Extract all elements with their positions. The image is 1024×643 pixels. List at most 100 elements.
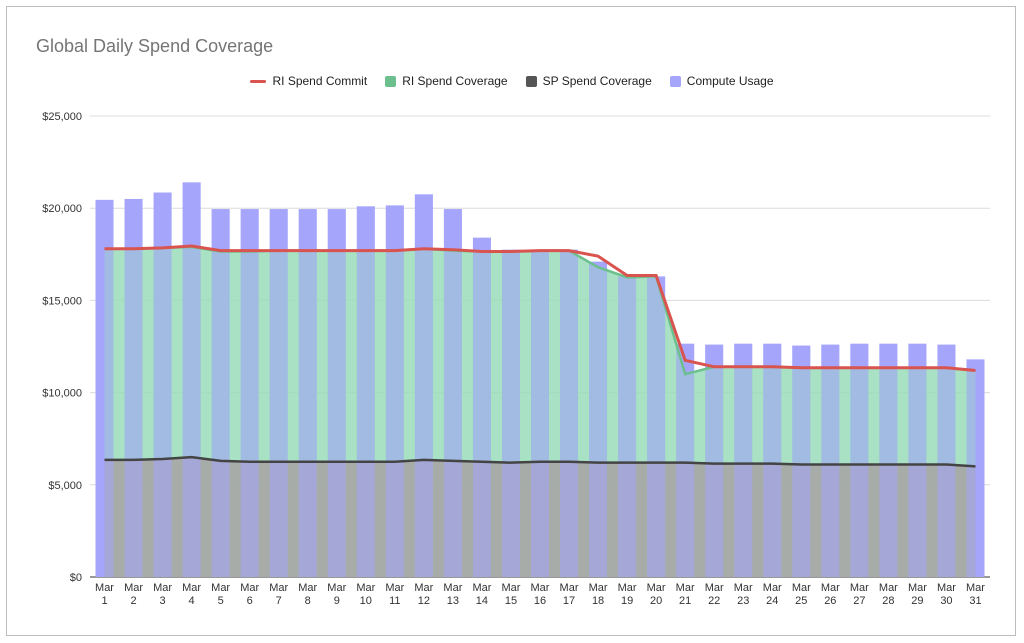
legend-label-ri-spend-coverage: RI Spend Coverage [402,74,508,88]
line-sp-spend-coverage [104,455,976,468]
x-tick-label: Mar [763,582,782,594]
x-tick-label: Mar [356,582,375,594]
x-tick-label: 1 [101,595,107,607]
x-tick-label: Mar [501,582,520,594]
bar-compute-usage-overlay [269,209,288,577]
x-tick-label: 24 [766,595,778,607]
x-tick-label: Mar [676,582,695,594]
bar-compute-usage-overlay [472,237,491,578]
x-tick-label: 29 [911,595,923,607]
x-tick-label: 4 [189,595,195,607]
x-tick-label: Mar [705,582,724,594]
x-tick-label: 16 [534,595,546,607]
x-tick-label: Mar [298,582,317,594]
x-tick-label: 30 [940,595,952,607]
x-tick-label: Mar [647,582,666,594]
y-tick-label: $10,000 [42,388,82,400]
bar-compute-usage-overlay [821,344,840,577]
y-tick-label: $0 [70,572,82,584]
x-tick-label: Mar [414,582,433,594]
bar-compute-usage-overlay [443,209,462,577]
chart-legend: RI Spend Commit RI Spend Coverage SP Spe… [0,74,1024,88]
x-tick-label: 2 [130,595,136,607]
legend-label-ri-spend-commit: RI Spend Commit [272,74,368,88]
legend-item-sp-spend-coverage[interactable]: SP Spend Coverage [525,74,652,88]
bar-compute-usage-overlay [356,206,375,577]
bar-compute-usage-overlay [879,343,898,577]
y-tick-label: $5,000 [48,480,82,492]
x-tick-label: 28 [882,595,894,607]
bar-compute-usage-overlay [734,343,753,577]
x-tick-label: 11 [389,595,400,607]
legend-item-ri-spend-commit[interactable]: RI Spend Commit [250,74,367,88]
x-tick-label: 21 [679,595,691,607]
x-tick-label: 26 [824,595,836,607]
bar-compute-usage-overlay [560,249,579,577]
bar-compute-usage-overlay [153,192,172,577]
bar-compute-usage-overlay [850,343,869,577]
bar-compute-usage-overlay [589,261,608,577]
bar-compute-usage-overlay [95,199,114,578]
bar-compute-usage-overlay [676,343,695,577]
chart-title: Global Daily Spend Coverage [36,36,274,56]
bar-compute-usage-overlay [792,345,811,577]
x-tick-label: 22 [708,595,720,607]
x-tick-label: Mar [937,582,956,594]
bar-compute-usage-overlay [211,209,230,577]
bar-compute-usage-overlay [385,205,404,577]
bar-compute-usage-overlay [414,194,433,577]
x-tick-label: Mar [908,582,927,594]
bar-compute-usage-overlay [182,182,201,577]
legend-swatch-sp-spend-coverage [525,75,537,87]
x-tick-label: 5 [218,595,224,607]
line-ri-spend-commit [104,244,976,372]
x-tick-label: Mar [211,582,230,594]
bar-compute-usage-overlay [298,209,317,577]
x-tick-label: Mar [792,582,811,594]
x-tick-label: 20 [650,595,662,607]
bar-compute-usage-overlay [327,209,346,577]
x-tick-label: Mar [966,582,985,594]
x-tick-label: 31 [969,595,981,607]
bar-compute-usage-overlay [240,209,259,577]
x-tick-label: Mar [531,582,550,594]
x-tick-label: Mar [240,582,259,594]
x-tick-label: Mar [182,582,201,594]
x-tick-label: Mar [385,582,404,594]
x-tick-label: 15 [505,595,517,607]
x-tick-label: Mar [618,582,637,594]
bar-compute-usage-overlay [618,276,637,577]
x-tick-label: Mar [734,582,753,594]
legend-swatch-ri-spend-commit [250,79,267,83]
x-tick-label: 6 [247,595,253,607]
x-tick-label: 8 [305,595,311,607]
x-tick-label: Mar [327,582,346,594]
x-tick-label: Mar [560,582,579,594]
x-tick-label: 19 [621,595,633,607]
x-tick-label: 27 [853,595,865,607]
bar-compute-usage-overlay [531,249,549,577]
legend-item-compute-usage[interactable]: Compute Usage [669,74,774,88]
legend-label-sp-spend-coverage: SP Spend Coverage [542,74,652,88]
x-tick-label: Mar [879,582,898,594]
x-tick-label: 18 [592,595,604,607]
x-tick-label: 7 [276,595,282,607]
x-tick-label: Mar [124,582,143,594]
bar-compute-usage-overlay [124,198,143,578]
x-tick-label: 25 [795,595,807,607]
x-tick-label: 10 [360,595,372,607]
bar-compute-usage-overlay [937,344,956,577]
x-tick-label: Mar [95,582,114,594]
y-tick-label: $15,000 [42,295,82,307]
x-tick-label: Mar [589,582,608,594]
legend-swatch-ri-spend-coverage [385,75,397,87]
bar-compute-usage-overlay [705,344,724,577]
bar-compute-usage-overlay [908,343,927,577]
bar-compute-usage-overlay [966,359,985,577]
legend-item-ri-spend-coverage[interactable]: RI Spend Coverage [385,74,508,88]
x-tick-label: Mar [269,582,288,594]
bar-compute-usage-overlay [647,276,666,577]
y-tick-label: $20,000 [42,203,82,215]
x-tick-label: 12 [418,595,430,607]
